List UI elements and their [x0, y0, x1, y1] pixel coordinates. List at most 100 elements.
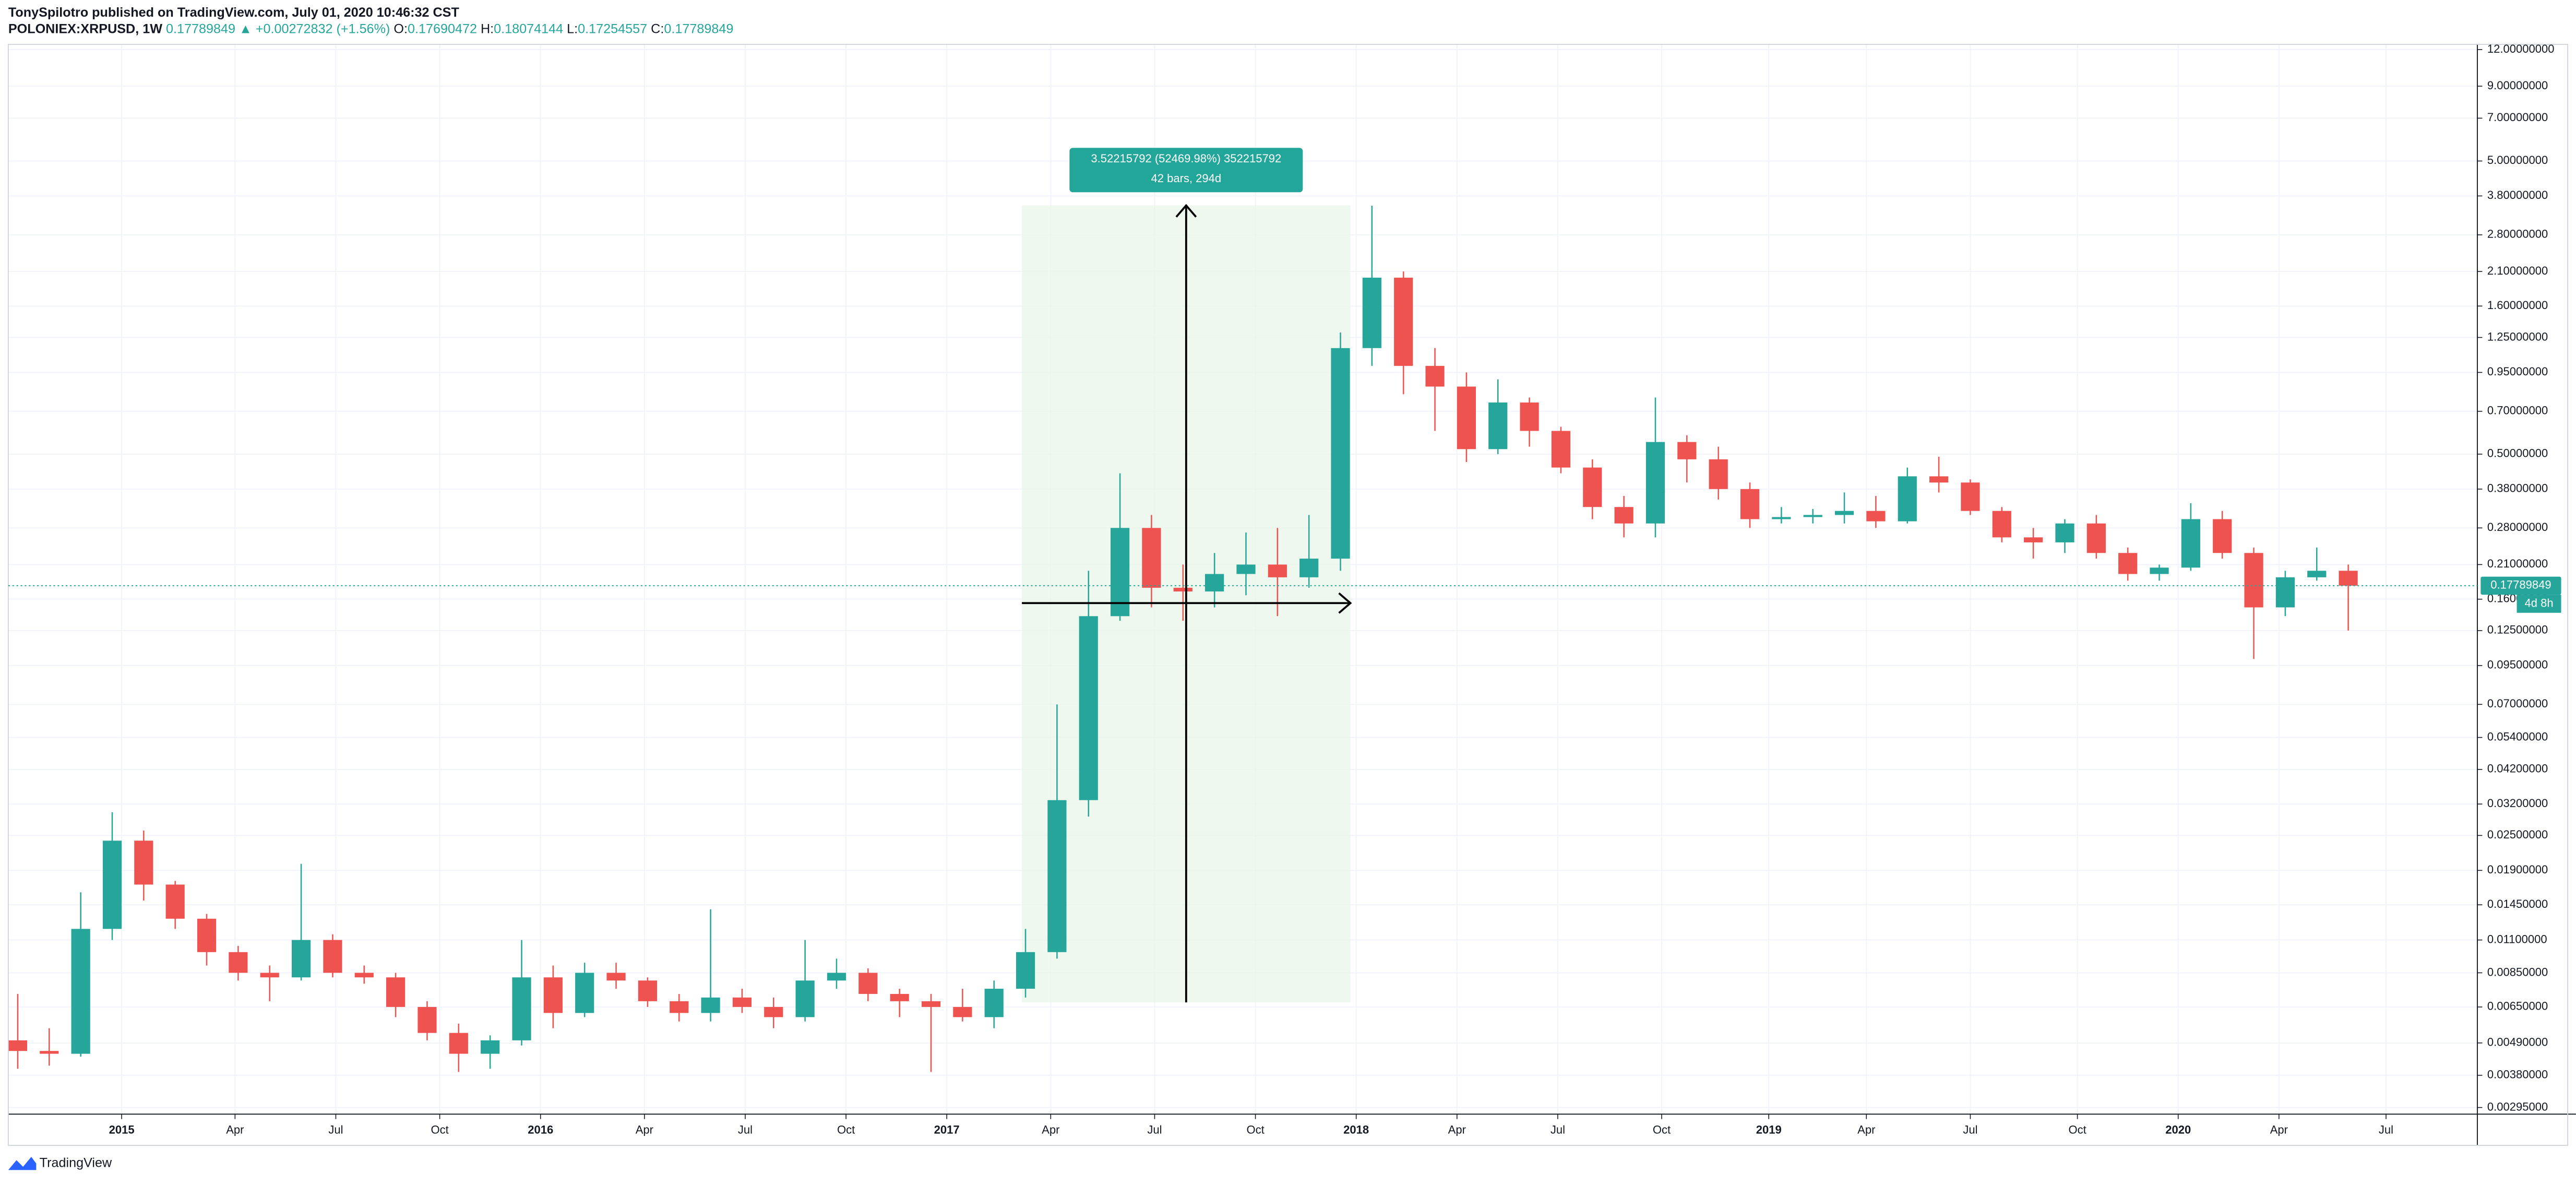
frame — [7, 44, 2569, 1146]
candle-body — [260, 973, 279, 978]
author-line: TonySpilotro published on TradingView.co… — [8, 5, 460, 20]
measure-sublabel: 42 bars, 294d — [1151, 172, 1222, 185]
x-tick-label: Apr — [636, 1123, 653, 1136]
candle-body — [1488, 402, 1508, 449]
c-label: C: — [651, 21, 664, 36]
candle-body — [2150, 567, 2169, 574]
brand: TradingView — [40, 1155, 112, 1170]
symbol: POLONIEX:XRPUSD, 1W — [8, 21, 162, 36]
x-tick-label: Apr — [226, 1123, 244, 1136]
candle-body — [449, 1033, 468, 1054]
arrow-head — [1338, 592, 1352, 614]
axes: 12.00000000 9.00000000 7.00000000 5.0000000… — [8, 42, 2561, 1136]
y-tick-label: 0.50000000 — [2487, 447, 2548, 460]
y-tick-label: 3.80000000 — [2487, 188, 2548, 202]
candle-body — [2086, 523, 2106, 553]
y-tick-label: 0.12500000 — [2487, 623, 2548, 636]
x-tick-label: Jul — [738, 1123, 753, 1136]
candle-body — [1834, 511, 1854, 515]
candle-body — [1331, 348, 1350, 559]
x-tick-label: 2019 — [1756, 1123, 1782, 1136]
candle-body — [1268, 564, 1287, 577]
measure-box — [1069, 148, 1303, 193]
x-tick-label: Apr — [2270, 1123, 2288, 1136]
y-tick-label: 0.01900000 — [2487, 863, 2548, 876]
candle-body — [2181, 519, 2200, 568]
candle-body — [1236, 564, 1256, 574]
change: 0.17789849 ▲ +0.00272832 (+1.56%) — [166, 21, 390, 36]
y-tick-label: 0.95000000 — [2487, 365, 2548, 378]
candle-body — [1299, 559, 1319, 577]
candle-body — [2024, 537, 2043, 542]
candle-body — [165, 884, 185, 919]
y-tick-label: 0.02500000 — [2487, 828, 2548, 841]
candle-body — [8, 1040, 28, 1051]
candle-body — [670, 1001, 689, 1013]
candle-body — [1551, 431, 1571, 468]
candle-body — [921, 1001, 941, 1007]
y-tick-label: 0.00650000 — [2487, 1000, 2548, 1013]
y-tick-label: 0.28000000 — [2487, 520, 2548, 534]
x-tick-label: Jul — [1147, 1123, 1162, 1136]
candle-body — [1709, 459, 1728, 489]
y-tick-label: 0.01100000 — [2487, 932, 2547, 945]
y-tick-label: 0.38000000 — [2487, 482, 2548, 495]
y-tick-label: 5.00000000 — [2487, 153, 2548, 167]
candle-body — [1772, 517, 1791, 519]
candle-body — [1520, 402, 1539, 431]
countdown-tag — [2517, 595, 2561, 613]
candle-body — [1866, 511, 1886, 522]
candle-body — [1803, 515, 1822, 517]
candle-body — [1205, 574, 1224, 591]
x-tick-label: Apr — [1857, 1123, 1875, 1136]
x-tick-label: Oct — [1246, 1123, 1264, 1136]
candle-body — [1362, 277, 1381, 348]
candle-body — [1614, 507, 1633, 524]
candle-body — [543, 977, 563, 1013]
candles — [8, 206, 2358, 1072]
x-tick-label: Jul — [2379, 1123, 2393, 1136]
logo-icon — [8, 1157, 37, 1170]
candle-body — [2244, 553, 2263, 608]
measure-label: 3.52215792 (52469.98%) 352215792 — [1091, 152, 1281, 165]
o-value: 0.17690472 — [408, 21, 477, 36]
candle-body — [2339, 571, 2358, 586]
x-tick-label: Oct — [2068, 1123, 2086, 1136]
candle-body — [354, 973, 374, 978]
candle-body — [1929, 476, 1949, 483]
candle-body — [732, 997, 752, 1007]
x-tick-label: 2015 — [109, 1123, 135, 1136]
candle-body — [1047, 800, 1067, 952]
h-label: H: — [481, 21, 494, 36]
candle-body — [764, 1007, 783, 1017]
candle-body — [1425, 365, 1445, 387]
y-tick-label: 0.03200000 — [2487, 797, 2548, 810]
candle-body — [984, 988, 1004, 1017]
candle-body — [2055, 523, 2074, 542]
y-tick-label: 0.00850000 — [2487, 965, 2548, 978]
y-tick-label: 1.25000000 — [2487, 330, 2548, 343]
y-tick-label: 2.80000000 — [2487, 228, 2548, 241]
candle-body — [1457, 386, 1476, 449]
candle-body — [1110, 528, 1130, 617]
candle-body — [1142, 528, 1161, 588]
candle-body — [40, 1051, 59, 1054]
y-tick-label: 0.00490000 — [2487, 1036, 2548, 1049]
c-value: 0.17789849 — [664, 21, 733, 36]
candle-body — [1394, 277, 1413, 366]
candle-body — [512, 977, 531, 1040]
candle-body — [1992, 511, 2011, 538]
x-tick-label: Jul — [1963, 1123, 1977, 1136]
candle-body — [638, 980, 657, 1001]
candle-body — [2213, 519, 2232, 553]
candle-body — [1645, 442, 1665, 524]
candle-body — [1583, 467, 1602, 507]
candle-body — [701, 997, 720, 1013]
y-tick-label: 2.10000000 — [2487, 264, 2548, 277]
x-tick-label: Oct — [837, 1123, 855, 1136]
candle-body — [1173, 587, 1192, 591]
y-tick-label: 7.00000000 — [2487, 111, 2548, 124]
y-tick-label: 0.05400000 — [2487, 730, 2548, 743]
candle-body — [229, 952, 248, 973]
